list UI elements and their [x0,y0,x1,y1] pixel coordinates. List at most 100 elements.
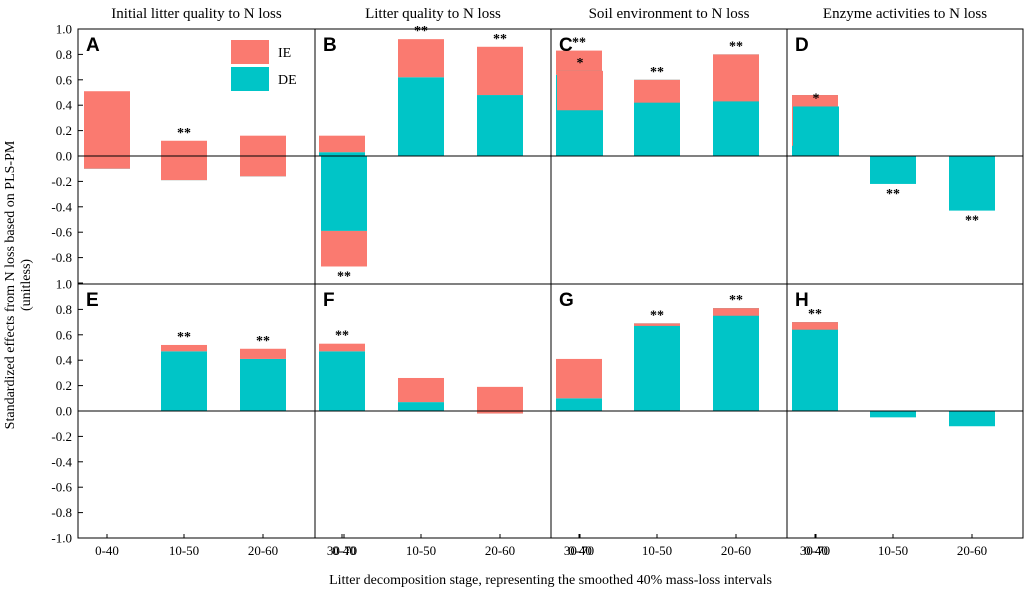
bar-ie-b-10-50 [398,39,444,78]
bar-ie-a-30-70 [319,135,365,153]
x-tick-label: 10-50 [169,543,199,558]
legend-label-de: DE [278,73,297,88]
x-tick-label: 30-70 [564,543,594,558]
y-tick-label: 1.0 [56,277,72,292]
x-tick-label: 10-50 [642,543,672,558]
panel-letter-f: F [323,290,335,311]
significance-mark: * [577,56,584,71]
bar-ie-e-30-70 [319,343,365,352]
x-tick-label: 30-70 [327,543,357,558]
bar-de-g-10-50 [634,323,680,411]
bar-de-e-10-50 [161,351,207,411]
bar-de-e-30-70 [319,351,365,411]
significance-mark: ** [729,293,743,308]
significance-mark: ** [650,308,664,323]
significance-mark: ** [177,126,191,141]
x-tick-label: 30-70 [800,543,830,558]
panel-letter-b: B [323,35,337,56]
y-tick-label: -0.2 [51,174,72,189]
panel-letter-e: E [86,290,99,311]
y-tick-label: 0.6 [56,327,73,342]
bar-ie-f-20-60 [477,386,523,414]
y-tick-label: 0.2 [56,123,72,138]
y-axis-title-line-2: (unitless) [19,259,34,311]
legend-label-ie: IE [278,46,291,61]
bar-de-b-10-50 [398,77,444,156]
column-title: Enzyme activities to N loss [823,6,987,22]
legend: IE DE [231,40,297,91]
bar-ie-a-10-50 [161,140,207,181]
bar-de-g-20-60 [713,308,759,411]
x-tick-label: 20-60 [957,543,987,558]
bar-de-f-30-70 [556,398,602,411]
significance-mark: ** [256,334,270,349]
bar-ie-g-10-50 [634,323,680,326]
bar-de-g-30-70 [792,322,838,411]
panel-letter-g: G [559,290,574,311]
bar-de-b-20-60 [477,95,523,156]
column-title: Initial litter quality to N loss [111,6,282,22]
significance-mark: ** [335,329,349,344]
bar-de-a-30-70 [319,152,365,156]
x-tick-label: 20-60 [485,543,515,558]
x-tick-label: 0-40 [95,543,119,558]
y-tick-label: -0.8 [51,505,72,520]
x-tick-label: 20-60 [248,543,278,558]
y-tick-label: 0.8 [56,47,72,62]
y-tick-label: -0.4 [51,199,72,214]
bar-ie-a-0-40 [84,91,130,169]
y-tick-label: 1.0 [56,22,72,37]
bar-de-d-20-60 [949,156,995,211]
y-tick-label: -0.8 [51,250,72,265]
legend-swatch-ie [231,40,269,64]
significance-mark: ** [808,307,822,322]
bar-ie-c-10-50 [634,79,680,103]
y-tick-label: -1.0 [51,531,72,546]
significance-mark: ** [177,330,191,345]
bar-ie-e-20-60 [240,348,286,359]
significance-mark: ** [414,24,428,39]
y-tick-label: -0.6 [51,480,72,495]
significance-mark: ** [886,187,900,202]
y-tick-label: -0.6 [51,225,72,240]
bar-ie-b-0-40 [321,230,367,267]
bar-ie-c-0-40 [557,70,603,111]
bar-de-b-0-40 [321,156,367,231]
x-tick-label: 0-40 [804,543,828,558]
panel-letter-h: H [795,290,809,311]
bar-de-d-10-50 [870,156,916,184]
legend-swatch-de [231,67,269,91]
x-tick-label: 0-40 [332,543,356,558]
bar-de-e-20-60 [240,358,286,411]
significance-mark: ** [965,214,979,229]
bar-ie-c-20-60 [713,54,759,102]
bar-ie-g-20-60 [713,308,759,316]
significance-mark: ** [337,269,351,284]
significance-mark: ** [729,39,743,54]
bar-ie-f-30-70 [556,358,602,399]
y-tick-label: 0.4 [56,353,73,368]
bar-ie-e-10-50 [161,344,207,352]
y-tick-label: -0.2 [51,429,72,444]
bar-ie-b-30-70 [556,50,602,75]
y-tick-label: 0.2 [56,378,72,393]
y-tick-label: 0.0 [56,149,72,164]
column-title: Litter quality to N loss [365,6,501,22]
x-axis-title: Litter decomposition stage, representing… [329,573,772,588]
y-tick-label: -0.4 [51,454,72,469]
significance-mark: ** [572,36,586,51]
x-tick-label: 0-40 [568,543,592,558]
y-tick-label: 0.0 [56,404,72,419]
significance-mark: ** [650,65,664,80]
panel-letter-d: D [795,35,809,56]
y-tick-label: 0.6 [56,72,73,87]
x-tick-label: 10-50 [406,543,436,558]
panel-letter-a: A [86,35,100,56]
bar-ie-g-30-70 [792,322,838,330]
bar-de-f-10-50 [398,402,444,411]
x-tick-label: 10-50 [878,543,908,558]
significance-mark: ** [493,32,507,47]
column-title: Soil environment to N loss [589,6,750,22]
y-tick-label: 0.4 [56,98,73,113]
